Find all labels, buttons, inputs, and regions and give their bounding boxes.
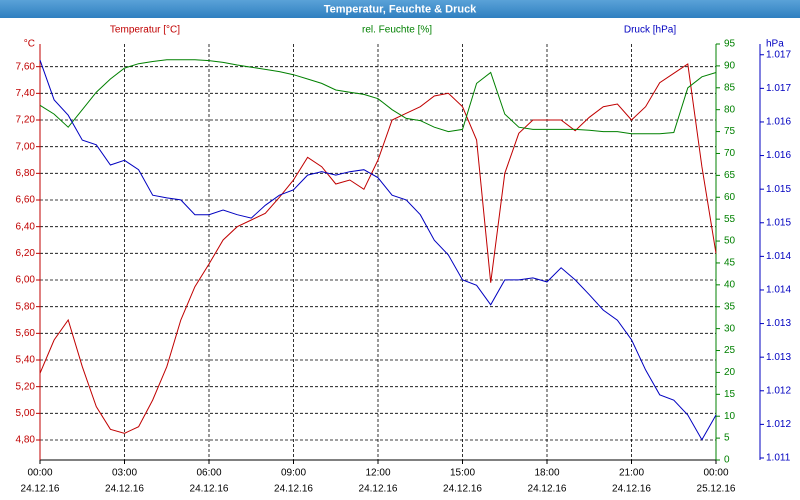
x-tick-label: 03:00 [112,468,137,479]
y3-tick-label: 1.014 [766,251,791,262]
y-tick-label: 6,00 [16,275,36,286]
y-tick-label: 7,40 [16,88,36,99]
y2-tick-label: 65 [724,170,736,181]
y-tick-label: 6,40 [16,221,36,232]
y-tick-label: 7,20 [16,115,36,126]
y3-tick-label: 1.016 [766,150,791,161]
x-tick-label: 06:00 [196,468,221,479]
y2-tick-label: 40 [724,279,736,290]
x-tick-date: 24.12.16 [274,484,313,495]
y2-tick-label: 60 [724,192,736,203]
y-tick-label: 4,80 [16,435,36,446]
y2-tick-label: 90 [724,61,736,72]
y-tick-label: 5,80 [16,301,36,312]
legend-label: Temperatur [°C] [110,25,180,36]
y2-tick-label: 35 [724,301,736,312]
x-tick-label: 18:00 [534,468,559,479]
x-tick-label: 15:00 [450,468,475,479]
y3-tick-label: 1.017 [766,49,791,60]
y3-tick-label: 1.013 [766,352,791,363]
y2-tick-label: 95 [724,39,736,50]
chart-title: Temperatur, Feuchte & Druck [324,3,477,15]
x-tick-date: 24.12.16 [21,484,60,495]
x-tick-label: 12:00 [365,468,390,479]
y3-tick-label: 1.015 [766,217,791,228]
y2-tick-label: 75 [724,126,736,137]
series-line [39,59,717,135]
y2-tick-label: 25 [724,345,736,356]
y-tick-label: 7,00 [16,141,36,152]
y-axis-label: °C [24,39,35,50]
x-tick-date: 24.12.16 [612,484,651,495]
y3-tick-label: 1.016 [766,117,791,128]
y-tick-label: 6,20 [16,248,36,259]
y3-tick-label: 1.013 [766,318,791,329]
y3-tick-label: 1.015 [766,184,791,195]
y2-tick-label: 5 [724,433,730,444]
x-tick-label: 09:00 [281,468,306,479]
y-tick-label: 5,00 [16,408,36,419]
y2-tick-label: 20 [724,367,736,378]
x-tick-label: 00:00 [703,468,728,479]
y-tick-label: 5,60 [16,328,36,339]
y-tick-label: 6,60 [16,195,36,206]
y-tick-label: 5,20 [16,381,36,392]
y2-tick-label: 70 [724,148,736,159]
x-tick-date: 24.12.16 [105,484,144,495]
y2-tick-label: 0 [724,455,730,466]
y3-tick-label: 1.017 [766,83,791,94]
x-tick-date: 24.12.16 [190,484,229,495]
y2-tick-label: 15 [724,389,736,400]
y-tick-label: 5,40 [16,355,36,366]
y3-tick-label: 1.014 [766,285,791,296]
y3-tick-label: 1.011 [766,453,791,464]
y3-tick-label: 1.012 [766,419,791,430]
y-tick-label: 6,80 [16,168,36,179]
title-bar [0,0,800,18]
y3-axis-label: hPa [766,39,784,50]
y2-tick-label: 80 [724,104,736,115]
y3-tick-label: 1.012 [766,385,791,396]
y2-tick-label: 55 [724,214,736,225]
x-tick-label: 21:00 [619,468,644,479]
legend-label: Druck [hPa] [624,25,676,36]
series-line [39,63,717,434]
y2-tick-label: 30 [724,323,736,334]
y-tick-label: 7,60 [16,61,36,72]
x-tick-date: 24.12.16 [443,484,482,495]
x-tick-date: 24.12.16 [528,484,567,495]
x-tick-date: 24.12.16 [359,484,398,495]
y2-tick-label: 50 [724,236,736,247]
series-line [39,59,717,441]
y2-tick-label: 45 [724,258,736,269]
y2-tick-label: 10 [724,411,736,422]
x-tick-date: 25.12.16 [697,484,736,495]
legend-label: rel. Feuchte [%] [362,25,432,36]
y2-tick-label: 85 [724,82,736,93]
x-tick-label: 00:00 [27,468,52,479]
